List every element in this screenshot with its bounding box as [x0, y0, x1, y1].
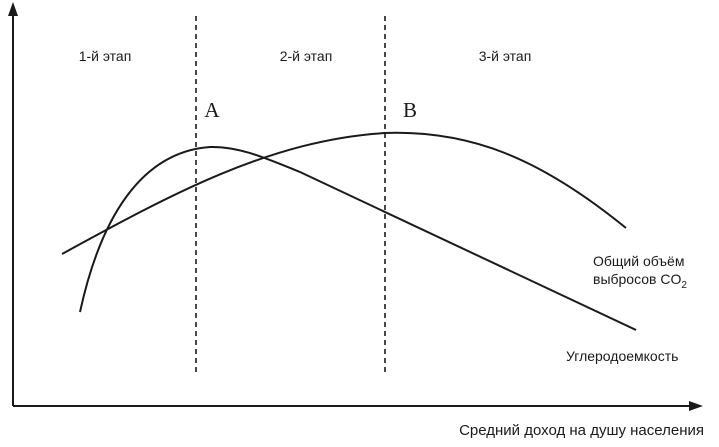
stage-3-label: 3-й этап: [479, 48, 532, 64]
total-emissions-label-line2: выбросов CO2: [593, 271, 687, 291]
x-axis-label: Средний доход на душу населения: [459, 422, 704, 439]
total-emissions-label-line1: Общий объём: [593, 253, 684, 269]
x-axis-arrowhead: [689, 401, 703, 411]
total-emissions-label-main: выбросов CO: [593, 271, 681, 287]
y-axis-arrowhead: [8, 2, 18, 16]
stage-1-label: 1-й этап: [79, 48, 132, 64]
point-a-label: A: [204, 98, 220, 122]
carbon-intensity-curve: [79, 145, 637, 331]
total-emissions-curve: [61, 131, 627, 255]
stage-2-label: 2-й этап: [280, 48, 333, 64]
carbon-intensity-label: Углеродоемкость: [566, 348, 678, 364]
co2-subscript: 2: [681, 280, 687, 291]
point-b-label: B: [403, 98, 417, 122]
